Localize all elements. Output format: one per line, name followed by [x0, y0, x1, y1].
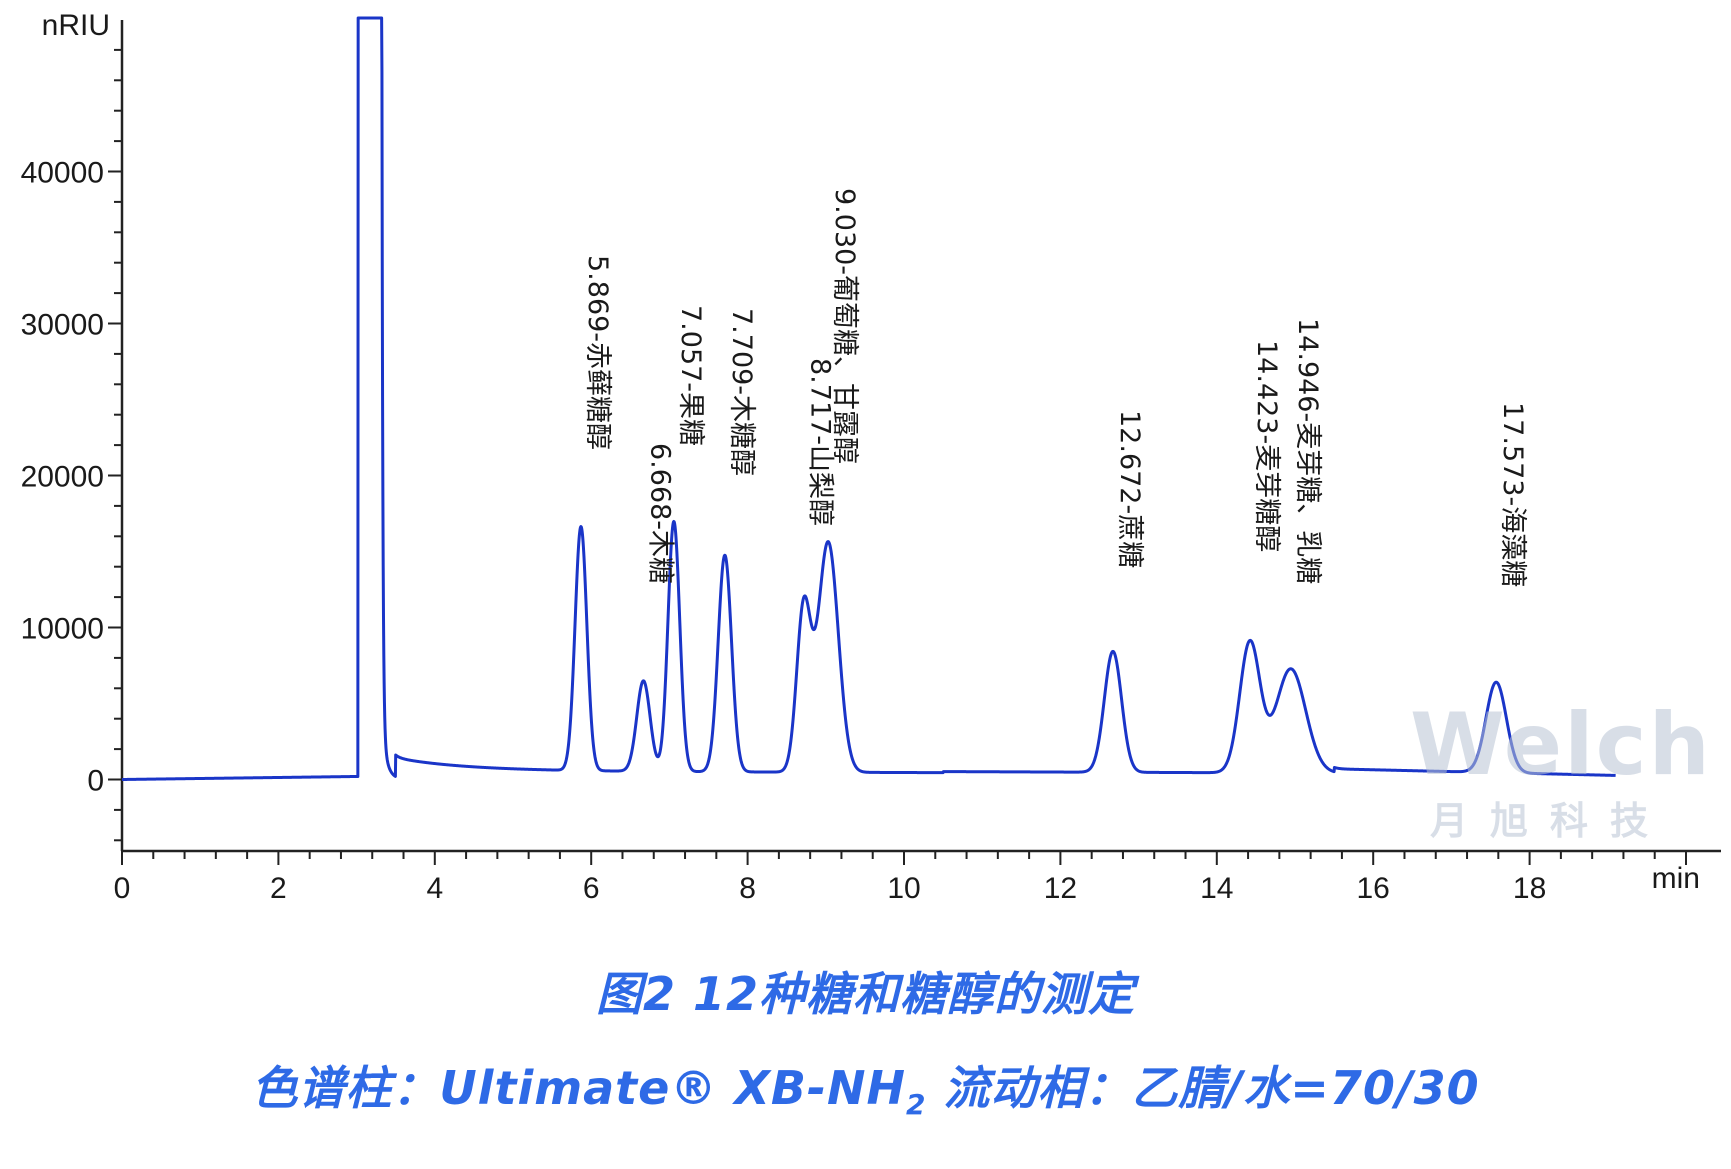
caption-mobile-phase: 流动相：乙腈/水=70/30	[926, 1061, 1480, 1115]
peak-label: 9.030-葡萄糖、甘露醇	[829, 188, 860, 464]
y-tick-label: 20000	[21, 461, 104, 494]
peak-label: 6.668-木糖	[644, 443, 675, 584]
x-tick-label: 14	[1200, 872, 1233, 905]
x-tick-label: 2	[270, 872, 287, 905]
peak-label: 7.057-果糖	[675, 305, 706, 446]
x-tick-label: 4	[426, 872, 443, 905]
peak-label: 8.717-山梨醇	[805, 358, 836, 526]
x-axis-unit: min	[1652, 862, 1700, 895]
x-tick-label: 16	[1357, 872, 1390, 905]
peak-labels: 5.869-赤藓糖醇 6.668-木糖7.057-果糖 7.709-木糖醇 8.717…	[582, 188, 1528, 587]
axes	[120, 20, 1721, 853]
peak-label: 14.946-麦芽糖、乳糖	[1292, 318, 1323, 584]
chromatogram-trace	[120, 16, 1617, 781]
peak-label: 7.709-木糖醇	[726, 308, 757, 476]
y-tick-label: 40000	[21, 157, 104, 190]
peak-label: 12.672-蔗糖	[1114, 410, 1145, 568]
x-tick-label: 8	[739, 872, 756, 905]
y-tick-label: 0	[87, 765, 104, 798]
peak-label: 14.423-麦芽糖醇	[1251, 340, 1282, 552]
figure-caption-title: 图2 12种糖和糖醇的测定	[595, 967, 1136, 1021]
peak-label: 17.573-海藻糖	[1497, 402, 1528, 587]
peak-label: 5.869-赤藓糖醇	[582, 255, 613, 450]
y-axis-unit: nRIU	[42, 9, 110, 42]
x-tick-label: 18	[1513, 872, 1546, 905]
chromatogram-chart: 0 2 4 6 8 10 12 14 16 18 0 10000 20000 30000 40000 5.8…	[21, 9, 1721, 905]
x-tick-label: 6	[583, 872, 600, 905]
x-tick-label: 10	[887, 872, 920, 905]
figure-caption-conditions: 色谱柱：Ultimate® XB-NH2 流动相：乙腈/水=70/30	[0, 1052, 1731, 1121]
x-tick-label: 12	[1044, 872, 1077, 905]
caption-subscript: 2	[906, 1088, 927, 1122]
x-tick-label: 0	[114, 872, 131, 905]
caption-column: 色谱柱：Ultimate® XB-NH	[251, 1061, 906, 1115]
ticks: 0 2 4 6 8 10 12 14 16 18 0 10000 20000 30000 40000	[21, 48, 1687, 905]
y-tick-label: 10000	[21, 613, 104, 646]
y-tick-label: 30000	[21, 309, 104, 342]
